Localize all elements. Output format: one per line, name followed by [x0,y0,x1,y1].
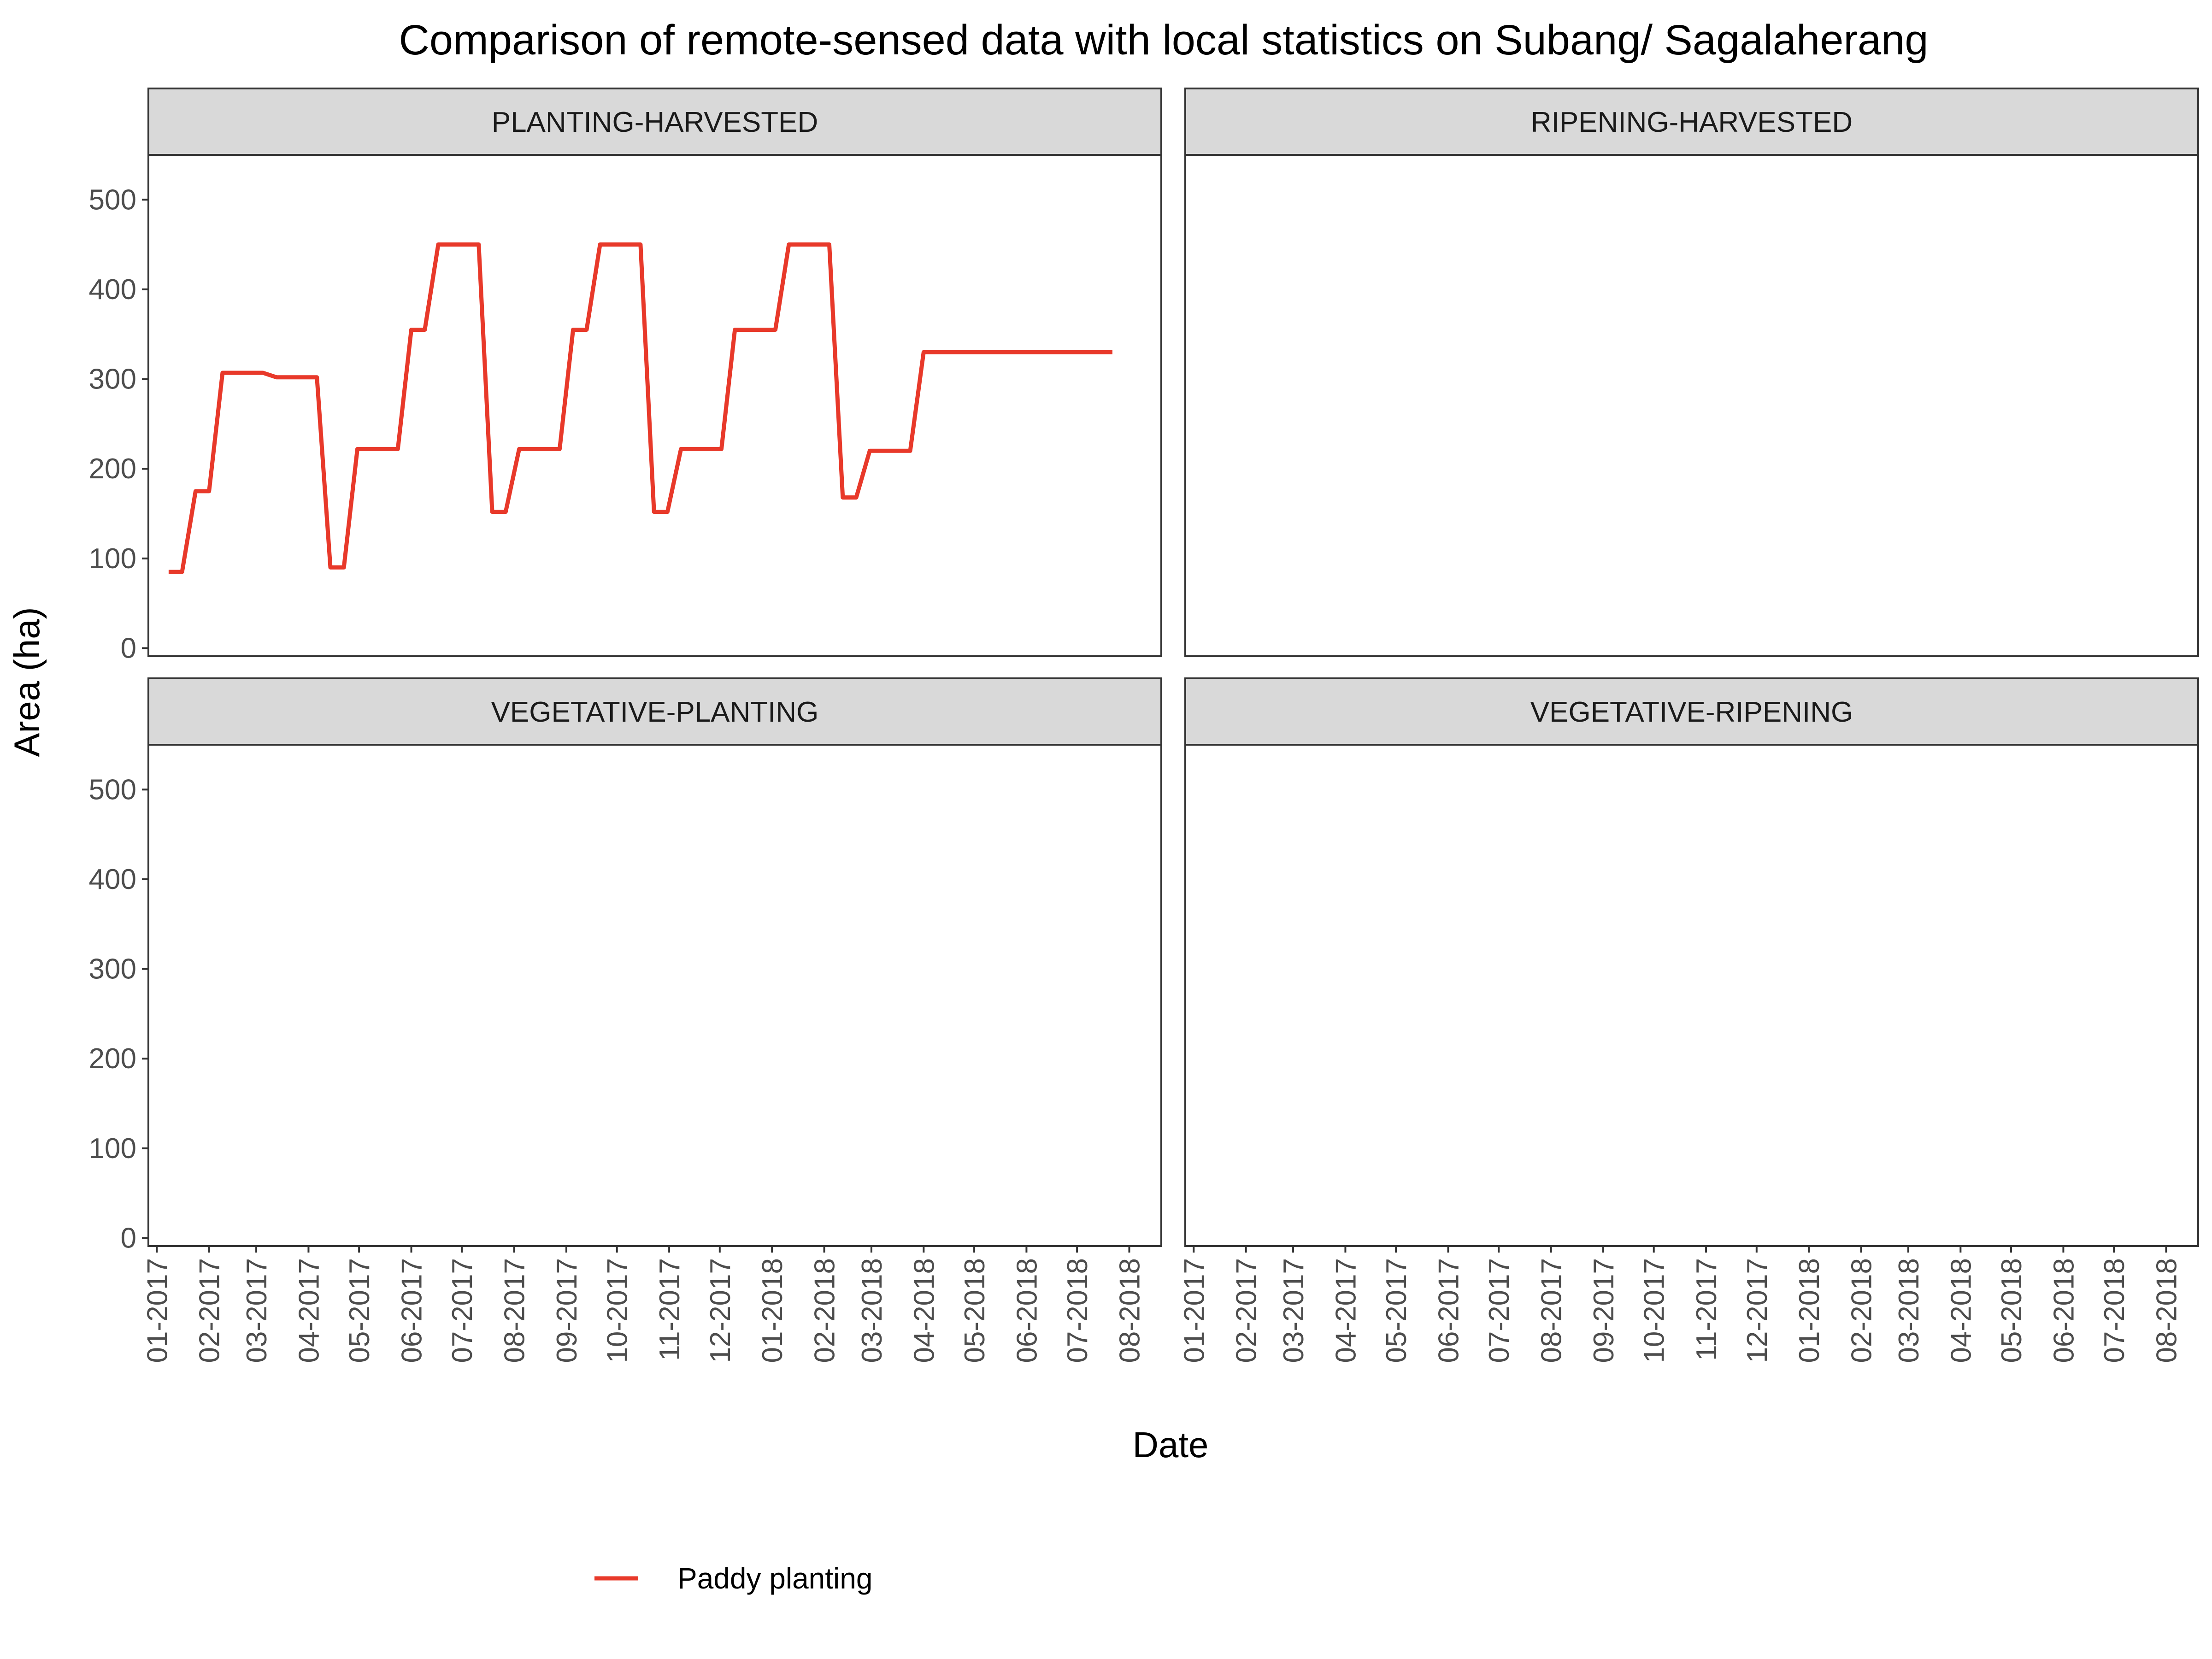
x-tick-label: 05-2018 [959,1258,991,1363]
x-tick-label: 08-2017 [1536,1258,1568,1363]
y-tick-label: 500 [89,774,136,806]
y-axis-title: Area (ha) [6,607,47,757]
panel-background [1185,745,2198,1246]
legend: Paddy planting [594,1562,872,1595]
x-tick-label: 04-2017 [293,1258,325,1363]
panel: VEGETATIVE-RIPENING 01-2017 02-2017 03-2017… [1178,677,2199,1363]
panel-border [1184,154,2199,657]
y-tick-label: 100 [89,1133,136,1165]
panel-border [147,154,1162,657]
panel-title: PLANTING-HARVESTED [492,106,818,138]
x-tick-label: 07-2018 [1062,1258,1094,1363]
x-tick-label: 08-2018 [1114,1258,1146,1363]
x-tick-label: 03-2017 [241,1258,273,1363]
y-tick-label: 200 [89,453,136,485]
x-tick-label: 01-2017 [1178,1258,1210,1363]
panel-title: VEGETATIVE-PLANTING [491,696,819,728]
x-tick-label: 07-2017 [1483,1258,1515,1363]
x-tick-label: 05-2017 [1381,1258,1412,1363]
x-tick-label: 04-2018 [908,1258,940,1363]
x-tick-label: 01-2017 [141,1258,173,1363]
panel-strip [147,88,1162,156]
x-tick-label: 06-2017 [396,1258,428,1363]
x-tick-label: 05-2018 [1996,1258,2028,1363]
x-tick-label: 10-2017 [602,1258,634,1363]
panel-strip [1184,88,2199,156]
x-tick-label: 06-2018 [2048,1258,2080,1363]
x-tick-label: 09-2017 [1588,1258,1620,1363]
x-tick-label: 03-2017 [1278,1258,1310,1363]
x-tick-label: 03-2018 [1893,1258,1925,1363]
panel-title: RIPENING-HARVESTED [1531,106,1853,138]
y-tick-label: 400 [89,864,136,895]
x-tick-label: 02-2018 [809,1258,841,1363]
x-tick-label: 10-2017 [1639,1258,1671,1363]
x-tick-label: 11-2017 [1691,1258,1723,1361]
y-tick-label: 100 [89,543,136,575]
panel-border [147,744,1162,1247]
x-tick-label: 04-2018 [1945,1258,1977,1363]
x-tick-label: 02-2017 [1231,1258,1263,1363]
x-tick-label: 12-2017 [1741,1258,1773,1363]
y-tick-label: 300 [89,364,136,395]
panel-background [148,745,1161,1246]
x-tick-label: 06-2017 [1433,1258,1465,1363]
x-tick-label: 04-2017 [1330,1258,1362,1363]
panel-background [1185,155,2198,656]
panel-background [148,155,1161,656]
panel-strip [1184,677,2199,746]
panel: VEGETATIVE-PLANTING 0 100 200 300 400 500 01-20… [89,677,1162,1363]
y-tick-label: 400 [89,274,136,306]
x-tick-label: 02-2017 [194,1258,226,1363]
x-tick-label: 09-2017 [551,1258,583,1363]
panel: PLANTING-HARVESTED 0 100 200 300 400 500 [89,88,1162,664]
y-tick-label: 0 [121,632,136,664]
panel-strip [147,677,1162,746]
x-axis-title: Date [1133,1424,1209,1465]
x-tick-label: 08-2017 [499,1258,531,1363]
x-tick-label: 11-2017 [654,1258,686,1361]
x-tick-label: 08-2018 [2151,1258,2183,1363]
panel: RIPENING-HARVESTED [1184,88,2199,657]
x-tick-label: 01-2018 [1794,1258,1825,1363]
y-tick-label: 500 [89,184,136,216]
x-tick-label: 02-2018 [1846,1258,1878,1363]
y-tick-label: 0 [121,1222,136,1254]
panel-border [1184,744,2199,1247]
x-tick-label: 07-2017 [447,1258,478,1363]
y-tick-label: 300 [89,953,136,985]
x-tick-label: 01-2018 [757,1258,788,1363]
x-tick-label: 12-2017 [705,1258,736,1363]
x-tick-label: 07-2018 [2099,1258,2130,1363]
x-tick-label: 05-2017 [344,1258,376,1363]
legend-label: Paddy planting [677,1562,872,1595]
panel-title: VEGETATIVE-RIPENING [1530,696,1853,728]
x-tick-label: 06-2018 [1011,1258,1043,1363]
chart-title: Comparison of remote-sensed data with lo… [399,17,1928,64]
series-line [168,242,1112,574]
y-tick-label: 200 [89,1043,136,1075]
x-tick-label: 03-2018 [856,1258,888,1363]
